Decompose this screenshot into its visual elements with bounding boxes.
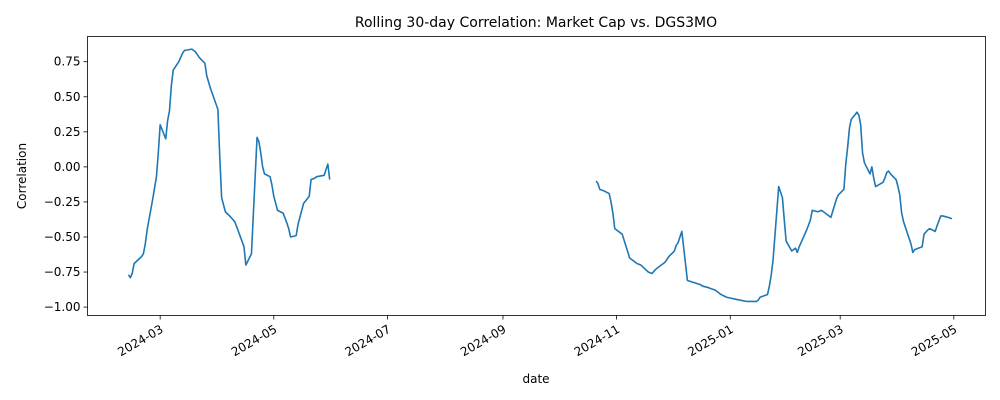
x-tick-label: 2025-05 — [909, 322, 959, 359]
x-tick-label: 2024-05 — [229, 322, 279, 359]
chart-title: Rolling 30-day Correlation: Market Cap v… — [355, 15, 717, 31]
y-tick-label: −0.50 — [44, 230, 81, 244]
y-tick-label: 0.00 — [54, 160, 81, 174]
y-tick-label: 0.50 — [54, 90, 81, 104]
x-tick-label: 2024-11 — [572, 322, 622, 359]
x-tick-label: 2024-03 — [115, 322, 165, 359]
x-axis: 2024-03 2024-05 2024-07 2024-09 2024-11 2025-… — [115, 315, 959, 359]
plot-frame — [87, 36, 986, 316]
series-line-segment-1 — [127, 48, 331, 279]
y-tick-label: 0.75 — [54, 55, 81, 69]
y-tick-label: −0.25 — [44, 195, 81, 209]
x-axis-title: date — [522, 372, 549, 386]
y-axis: 0.75 0.50 0.25 0.00 −0.25 −0.50 −0.75 −1.00 — [44, 55, 88, 314]
x-tick-label: 2025-01 — [685, 322, 735, 359]
x-tick-label: 2024-07 — [343, 322, 393, 359]
series-lines — [127, 48, 953, 303]
x-tick-label: 2024-09 — [458, 322, 508, 359]
y-tick-label: −0.75 — [44, 265, 81, 279]
y-tick-label: −1.00 — [44, 300, 81, 314]
x-tick-label: 2025-03 — [795, 322, 845, 359]
y-tick-label: 0.25 — [54, 125, 81, 139]
series-line-segment-2 — [595, 111, 953, 303]
y-axis-title: Correlation — [15, 143, 29, 209]
